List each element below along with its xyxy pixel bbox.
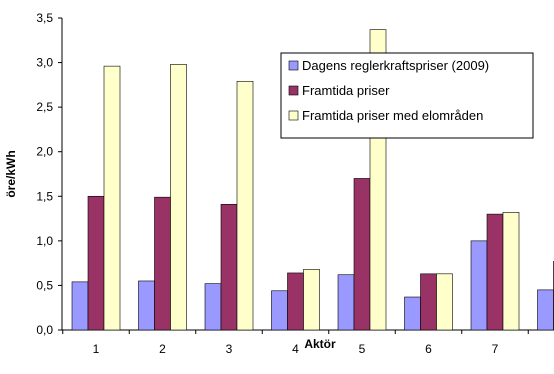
bar-3-7	[502, 212, 520, 331]
y-tick-label: 3,5	[36, 11, 53, 25]
bar-1-3	[204, 283, 222, 331]
legend-label-2: Framtida priser	[302, 83, 390, 98]
legend-swatch-3	[288, 110, 299, 121]
legend-label-3: Framtida priser med elområden	[302, 108, 483, 123]
y-tick-label: 1,0	[36, 234, 53, 248]
bar-2-4	[287, 272, 304, 331]
bar-1-2	[138, 280, 155, 331]
legend-swatch-1	[288, 60, 299, 71]
y-tick-label: 3,0	[36, 56, 53, 70]
legend-label-1: Dagens reglerkraftspriser (2009)	[302, 58, 489, 73]
bar-1-7	[470, 240, 488, 331]
chart-bars	[71, 29, 554, 331]
y-tick-label: 2,0	[36, 145, 53, 159]
x-tick-label: 4	[292, 342, 299, 356]
bar-3-3	[236, 80, 254, 331]
y-tick-label: 2,5	[36, 100, 53, 114]
bar-1-1	[71, 281, 89, 331]
bar-2-2	[154, 196, 171, 331]
x-axis-title: Aktör	[304, 337, 336, 351]
bar-3-6	[436, 273, 453, 331]
y-tick-label: 0,5	[36, 278, 53, 292]
bar-1-6	[404, 296, 421, 331]
bar-3-1	[103, 65, 121, 331]
x-tick-label: 2	[159, 342, 166, 356]
bar-1-5	[337, 274, 355, 331]
bar-2-7	[486, 213, 504, 331]
x-tick-label: 5	[359, 342, 366, 356]
legend-swatch-2	[288, 85, 299, 96]
bar-2-3	[220, 204, 238, 331]
y-axis-title: öre/kWh	[4, 150, 18, 197]
y-axis-ticks: 0,0 0,5 1,0 1,5 2,0 2,5 3,0 3,5	[36, 11, 62, 337]
bar-2-5	[353, 178, 371, 331]
x-tick-label: 6	[425, 342, 432, 356]
bar-1-4	[271, 290, 288, 331]
x-axis-ticks: 1 2 3 4 5 6 7	[62, 330, 529, 356]
x-tick-label: 7	[492, 342, 499, 356]
bar-2-6	[420, 273, 437, 331]
y-tick-label: 0,0	[36, 323, 53, 337]
legend: Dagens reglerkraftspriser (2009) Framtida…	[280, 52, 534, 139]
y-tick-label: 1,5	[36, 189, 53, 203]
legend-box	[280, 52, 534, 139]
bar-1-8	[537, 289, 554, 331]
x-tick-label: 3	[226, 342, 233, 356]
x-tick-label: 1	[93, 342, 100, 356]
bar-3-4	[303, 269, 320, 331]
bar-2-1	[87, 195, 105, 331]
bar-3-2	[170, 64, 187, 331]
